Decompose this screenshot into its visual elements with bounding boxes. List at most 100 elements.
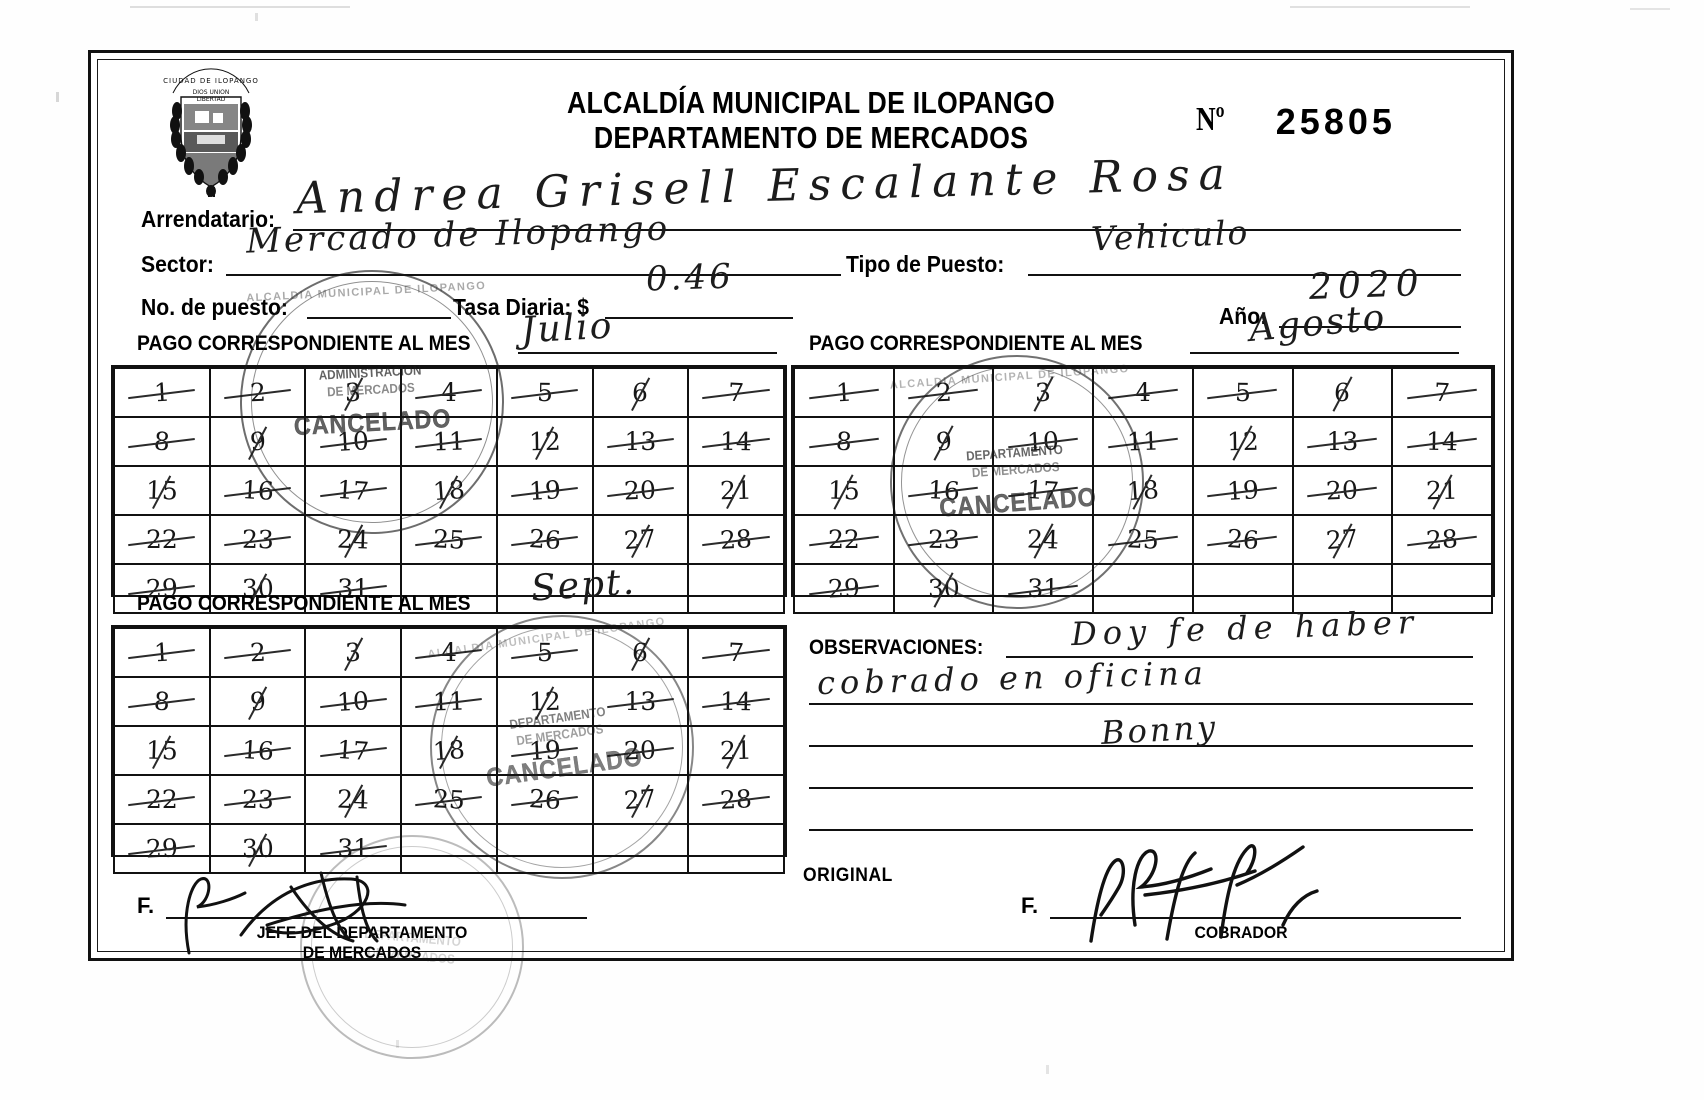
- day-cell-27[interactable]: 27: [1291, 514, 1394, 565]
- day-cell-empty[interactable]: [687, 823, 785, 874]
- day-cell-empty[interactable]: [400, 563, 498, 614]
- day-cell-15[interactable]: 15: [793, 465, 895, 516]
- day-cell-10[interactable]: 10: [304, 676, 403, 727]
- day-cell-empty[interactable]: [400, 823, 498, 874]
- day-cell-8[interactable]: 8: [113, 676, 211, 727]
- day-cell-1[interactable]: 1: [113, 367, 211, 418]
- day-cell-8[interactable]: 8: [793, 416, 895, 467]
- day-cell-13[interactable]: 13: [1291, 416, 1394, 467]
- field-anio[interactable]: Año:: [1219, 305, 1461, 328]
- day-cell-15[interactable]: 15: [113, 725, 211, 776]
- day-cell-5[interactable]: 5: [495, 627, 594, 678]
- day-cell-18[interactable]: 18: [1092, 465, 1194, 516]
- day-cell-6[interactable]: 6: [1291, 367, 1394, 418]
- day-cell-30[interactable]: 30: [892, 563, 995, 614]
- day-cell-10[interactable]: 10: [992, 416, 1095, 467]
- day-cell-11[interactable]: 11: [400, 676, 498, 727]
- day-cell-9[interactable]: 9: [208, 416, 307, 467]
- day-cell-17[interactable]: 17: [304, 465, 403, 516]
- day-cell-5[interactable]: 5: [1191, 367, 1294, 418]
- day-cell-13[interactable]: 13: [591, 416, 690, 467]
- day-cell-15[interactable]: 15: [113, 465, 211, 516]
- day-cell-12[interactable]: 12: [1191, 416, 1294, 467]
- day-cell-31[interactable]: 31: [992, 563, 1095, 614]
- day-cell-empty[interactable]: [1391, 563, 1493, 614]
- day-cell-17[interactable]: 17: [992, 465, 1095, 516]
- day-cell-20[interactable]: 20: [1291, 465, 1394, 516]
- day-cell-empty[interactable]: [1291, 563, 1394, 614]
- day-cell-28[interactable]: 28: [687, 514, 785, 565]
- day-cell-empty[interactable]: [591, 823, 690, 874]
- day-cell-29[interactable]: 29: [113, 823, 211, 874]
- day-cell-25[interactable]: 25: [1092, 514, 1194, 565]
- day-cell-6[interactable]: 6: [591, 627, 690, 678]
- day-cell-4[interactable]: 4: [400, 367, 498, 418]
- day-cell-31[interactable]: 31: [304, 563, 403, 614]
- day-cell-21[interactable]: 21: [687, 465, 785, 516]
- day-cell-20[interactable]: 20: [591, 725, 690, 776]
- day-cell-27[interactable]: 27: [591, 514, 690, 565]
- day-cell-3[interactable]: 3: [304, 367, 403, 418]
- day-cell-23[interactable]: 23: [892, 514, 995, 565]
- day-cell-7[interactable]: 7: [1391, 367, 1493, 418]
- day-cell-22[interactable]: 22: [793, 514, 895, 565]
- day-cell-21[interactable]: 21: [1391, 465, 1493, 516]
- day-cell-3[interactable]: 3: [992, 367, 1095, 418]
- calendar-julio[interactable]: 1 2 3 4 5 6 7 8 9 10 11 12 13 14 15 16 17 18 19 20 21 22 23 24 2…: [111, 365, 787, 614]
- day-cell-25[interactable]: 25: [400, 514, 498, 565]
- day-cell-10[interactable]: 10: [304, 416, 403, 467]
- day-cell-24[interactable]: 24: [992, 514, 1095, 565]
- day-cell-19[interactable]: 19: [1191, 465, 1294, 516]
- day-cell-31[interactable]: 31: [304, 823, 403, 874]
- day-cell-29[interactable]: 29: [793, 563, 895, 614]
- day-cell-14[interactable]: 14: [687, 416, 785, 467]
- day-cell-26[interactable]: 26: [495, 514, 594, 565]
- day-cell-27[interactable]: 27: [591, 774, 690, 825]
- day-cell-7[interactable]: 7: [687, 627, 785, 678]
- field-arrendatario[interactable]: Arrendatario:: [141, 208, 1461, 231]
- day-cell-18[interactable]: 18: [400, 725, 498, 776]
- day-cell-2[interactable]: 2: [208, 627, 307, 678]
- calendar-agosto[interactable]: 1 2 3 4 5 6 7 8 9 10 11 12 13 14 15 16 17 18 19 20 21 22 23 24 2…: [791, 365, 1495, 614]
- field-tasa-diaria[interactable]: Tasa Diaria: $: [453, 296, 793, 319]
- day-cell-20[interactable]: 20: [591, 465, 690, 516]
- day-cell-16[interactable]: 16: [208, 465, 307, 516]
- day-cell-21[interactable]: 21: [687, 725, 785, 776]
- day-cell-16[interactable]: 16: [208, 725, 307, 776]
- field-no-puesto[interactable]: No. de puesto:: [141, 296, 451, 319]
- day-cell-22[interactable]: 22: [113, 774, 211, 825]
- field-sector[interactable]: Sector:: [141, 253, 841, 276]
- signature-right[interactable]: F. COBRADOR: [1021, 893, 1461, 943]
- signature-left[interactable]: F. JEFE DEL DEPARTAMENTO DE MERCADOS: [137, 893, 587, 962]
- day-cell-12[interactable]: 12: [495, 676, 594, 727]
- day-cell-empty[interactable]: [687, 563, 785, 614]
- day-cell-4[interactable]: 4: [1092, 367, 1194, 418]
- day-cell-26[interactable]: 26: [495, 774, 594, 825]
- day-cell-14[interactable]: 14: [687, 676, 785, 727]
- day-cell-empty[interactable]: [1191, 563, 1294, 614]
- day-cell-13[interactable]: 13: [591, 676, 690, 727]
- day-cell-30[interactable]: 30: [208, 823, 307, 874]
- day-cell-1[interactable]: 1: [793, 367, 895, 418]
- day-cell-3[interactable]: 3: [304, 627, 403, 678]
- day-cell-empty[interactable]: [495, 823, 594, 874]
- day-cell-2[interactable]: 2: [892, 367, 995, 418]
- day-cell-17[interactable]: 17: [304, 725, 403, 776]
- calendar-sept[interactable]: 1 2 3 4 5 6 7 8 9 10 11 12 13 14 15 16 17 18 19 20 21 22 23 24 2…: [111, 625, 787, 874]
- day-cell-4[interactable]: 4: [400, 627, 498, 678]
- day-cell-7[interactable]: 7: [687, 367, 785, 418]
- day-cell-5[interactable]: 5: [495, 367, 594, 418]
- day-cell-28[interactable]: 28: [1391, 514, 1493, 565]
- day-cell-23[interactable]: 23: [208, 514, 307, 565]
- day-cell-26[interactable]: 26: [1191, 514, 1294, 565]
- day-cell-9[interactable]: 9: [892, 416, 995, 467]
- day-cell-24[interactable]: 24: [304, 774, 403, 825]
- day-cell-19[interactable]: 19: [495, 465, 594, 516]
- day-cell-empty[interactable]: [1092, 563, 1194, 614]
- day-cell-6[interactable]: 6: [591, 367, 690, 418]
- day-cell-12[interactable]: 12: [495, 416, 594, 467]
- day-cell-25[interactable]: 25: [400, 774, 498, 825]
- day-cell-18[interactable]: 18: [400, 465, 498, 516]
- day-cell-11[interactable]: 11: [400, 416, 498, 467]
- day-cell-empty[interactable]: [495, 563, 594, 614]
